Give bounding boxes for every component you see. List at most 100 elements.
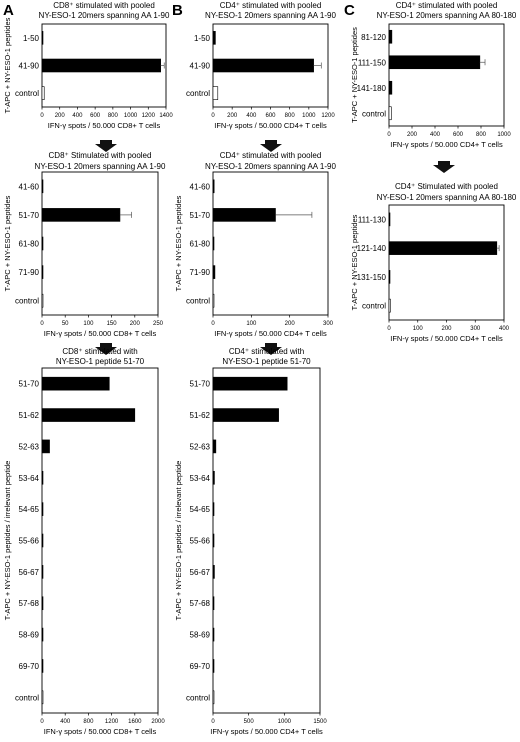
category-label: 131-150 <box>357 273 387 282</box>
category-label: 51-62 <box>190 411 211 420</box>
category-label: 52-63 <box>19 442 40 451</box>
x-axis-label: IFN-γ spots / 50.000 CD4+ T cells <box>210 727 323 736</box>
bar-56-67 <box>212 565 215 579</box>
x-tick-label: 1200 <box>321 113 335 119</box>
x-tick-label: 1600 <box>128 719 142 725</box>
panel-label-a: A <box>3 2 14 19</box>
x-tick-label: 1000 <box>278 719 292 725</box>
bar-111-130 <box>388 212 391 227</box>
category-label: 111-130 <box>358 215 387 224</box>
x-tick-label: 1200 <box>142 113 156 119</box>
x-tick-label: 0 <box>40 719 44 725</box>
y-axis-label: T-APC + NY-ESO-1 peptides <box>174 195 183 291</box>
category-label: 141-180 <box>357 84 387 93</box>
x-tick-label: 0 <box>211 321 215 327</box>
bar-131-150 <box>388 270 391 284</box>
category-label: 69-70 <box>190 662 211 671</box>
x-tick-label: 600 <box>90 113 101 119</box>
category-label: 41-90 <box>19 62 40 71</box>
bar-41-60 <box>212 179 215 194</box>
x-tick-label: 200 <box>130 321 141 327</box>
chart-title-line1: CD4⁺ stimulated with pooled <box>396 1 498 10</box>
category-label: 121-140 <box>357 244 387 253</box>
bar-control <box>388 106 392 121</box>
bar-control <box>41 86 45 100</box>
bar-41-90 <box>212 58 314 73</box>
bar-control <box>41 293 44 308</box>
category-label: control <box>186 297 210 306</box>
category-label: 71-90 <box>190 268 211 277</box>
category-label: 51-70 <box>190 211 211 220</box>
category-label: control <box>15 297 39 306</box>
x-tick-label: 0 <box>40 113 44 119</box>
x-tick-label: 0 <box>40 321 44 327</box>
category-label: 41-60 <box>190 182 211 191</box>
category-label: control <box>15 693 39 702</box>
chart-title-line2: NY-ESO-1 20mers spanning AA 1-90 <box>39 11 170 20</box>
category-label: 71-90 <box>19 268 40 277</box>
chart-title-line1: CD8⁺ stimulated with pooled <box>53 1 155 10</box>
y-axis-label: T-APC + NY-ESO-1 peptides <box>350 27 359 123</box>
category-label: control <box>362 109 386 118</box>
down-arrow-icon <box>95 343 117 355</box>
x-tick-label: 2000 <box>151 719 165 725</box>
bar-54-65 <box>41 502 44 516</box>
chart-title-line2: NY-ESO-1 peptide 51-70 <box>56 357 145 366</box>
x-tick-label: 250 <box>153 321 164 327</box>
bar-control <box>388 298 391 313</box>
x-tick-label: 200 <box>55 113 66 119</box>
chart-title-line1: CD4⁺ Stimulated with pooled <box>395 182 498 191</box>
category-label: 41-60 <box>19 182 40 191</box>
bar-control <box>212 86 219 100</box>
y-axis-label: T-APC + NY-ESO-1 peptides <box>350 214 359 310</box>
bar-51-62 <box>41 408 136 422</box>
x-tick-label: 200 <box>285 321 296 327</box>
x-tick-label: 100 <box>246 321 257 327</box>
panel-label-b: B <box>172 2 183 19</box>
bar-61-80 <box>41 236 44 251</box>
bar-61-80 <box>212 236 215 251</box>
x-tick-label: 200 <box>407 132 418 138</box>
category-label: control <box>15 89 39 98</box>
x-axis-label: IFN-γ spots / 50.000 CD8+ T cells <box>44 727 157 736</box>
x-tick-label: 400 <box>430 132 441 138</box>
bar-51-70 <box>41 376 110 391</box>
category-label: 56-67 <box>190 568 211 577</box>
bar-57-68 <box>41 596 44 611</box>
bar-141-180 <box>388 80 393 95</box>
chart-title-line1: CD4⁺ stimulated with pooled <box>220 151 322 160</box>
plot-frame <box>41 171 159 316</box>
x-tick-label: 1000 <box>497 132 511 138</box>
bar-54-65 <box>212 502 215 516</box>
x-tick-label: 0 <box>211 719 215 725</box>
chart-title-line2: NY-ESO-1 20mers spanning AA 80-180 <box>377 11 517 20</box>
x-axis-label: IFN-γ spots / 50.000 CD4+ T cells <box>390 140 503 149</box>
category-label: 55-66 <box>19 537 40 546</box>
category-label: 51-70 <box>19 380 40 389</box>
x-tick-label: 1400 <box>159 113 173 119</box>
chart-title-line1: CD4⁺ stimulated with pooled <box>220 1 322 10</box>
down-arrow-icon <box>433 161 455 173</box>
x-tick-label: 1200 <box>105 719 119 725</box>
category-label: 53-64 <box>190 474 211 483</box>
chart-title-line2: NY-ESO-1 20mers spanning AA 80-180 <box>377 193 517 202</box>
category-label: 41-90 <box>190 62 211 71</box>
category-label: 55-66 <box>190 537 211 546</box>
x-tick-label: 300 <box>470 326 481 332</box>
bar-121-140 <box>388 241 498 255</box>
x-tick-label: 100 <box>83 321 94 327</box>
x-axis-label: IFN-γ spots / 50.000 CD4+ T cells <box>390 334 503 343</box>
bar-111-150 <box>388 55 481 70</box>
chart-title-line2: NY-ESO-1 peptide 51-70 <box>222 357 311 366</box>
x-tick-label: 200 <box>441 326 452 332</box>
category-label: 52-63 <box>190 442 211 451</box>
category-label: 57-68 <box>19 599 40 608</box>
category-label: 61-80 <box>19 240 40 249</box>
x-tick-label: 1500 <box>313 719 327 725</box>
bar-1-50 <box>41 31 44 45</box>
bar-69-70 <box>212 659 215 673</box>
category-label: 1-50 <box>194 34 211 43</box>
